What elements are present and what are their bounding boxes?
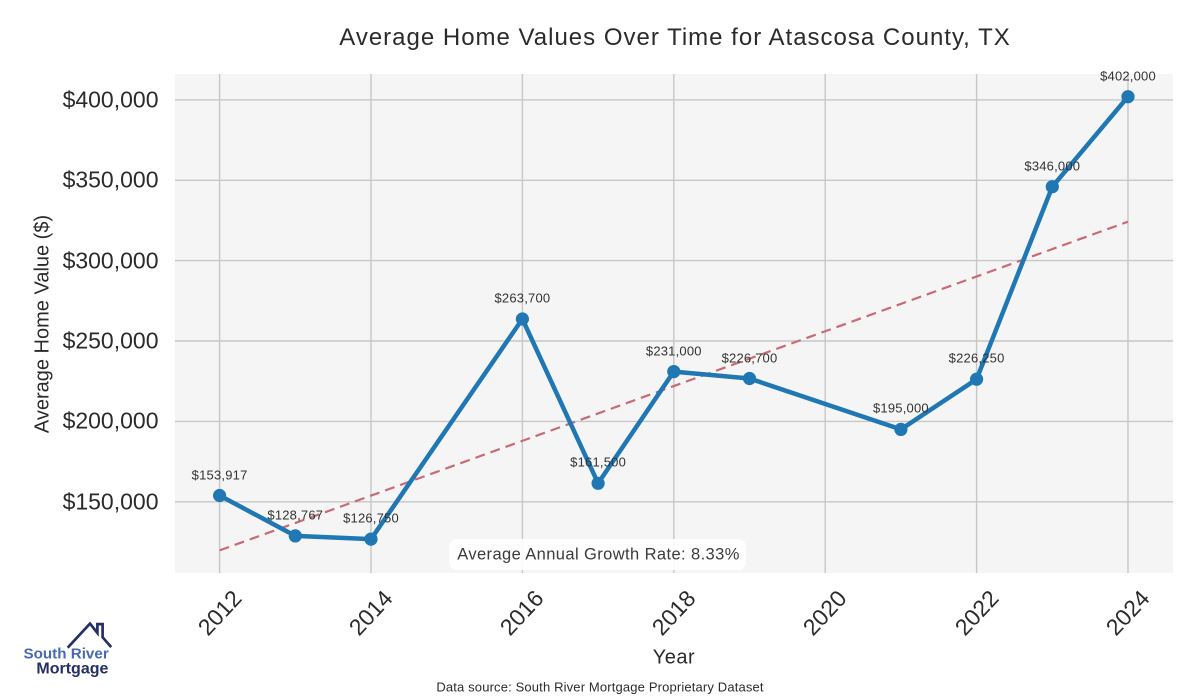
svg-text:Mortgage: Mortgage [36, 660, 108, 677]
svg-text:South River: South River [24, 646, 109, 663]
